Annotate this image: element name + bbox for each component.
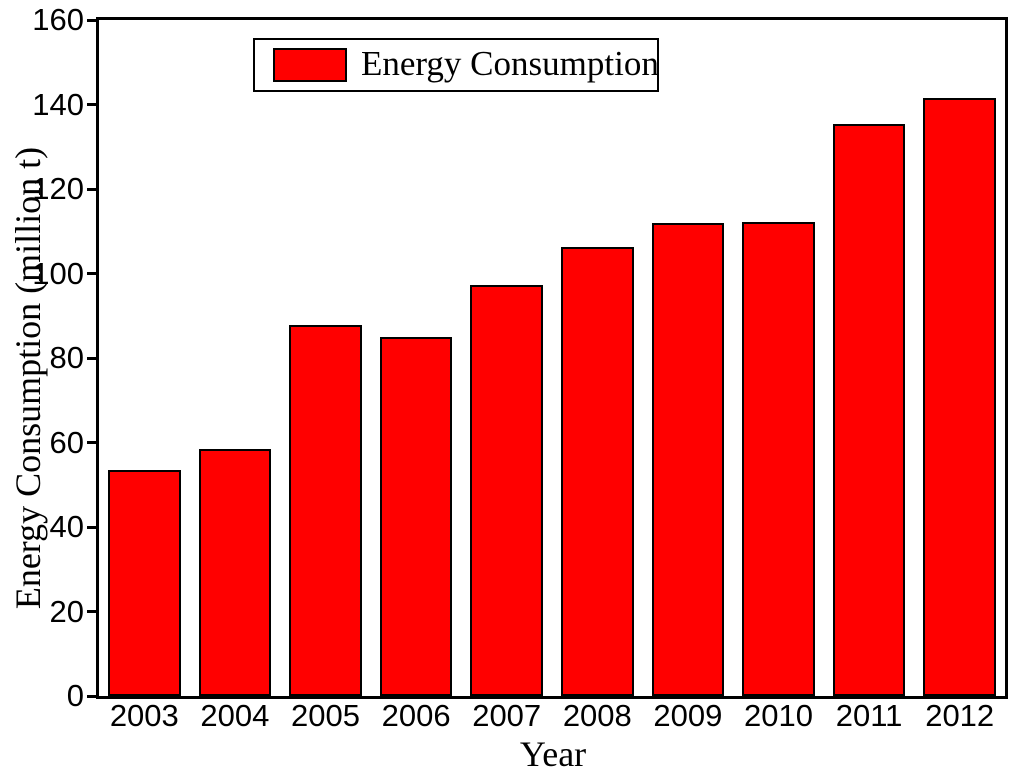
y-tick-mark-160: [87, 18, 97, 22]
bar-2008: [561, 246, 634, 696]
y-tick-mark-100: [87, 272, 97, 275]
x-tick-label-2004: 2004: [200, 698, 270, 733]
y-tick-mark-0: [87, 694, 97, 698]
x-tick-label-2006: 2006: [381, 698, 451, 733]
x-tick-label-2009: 2009: [653, 698, 723, 733]
bars-container: [99, 20, 1005, 696]
x-tick-label-2008: 2008: [562, 698, 632, 733]
x-tick-label-2011: 2011: [835, 698, 903, 733]
bar-2005: [289, 325, 362, 696]
y-tick-label-40: 40: [49, 509, 84, 544]
legend-swatch-energy-consumption-icon: [273, 48, 347, 82]
x-tick-label-2003: 2003: [109, 698, 179, 733]
bar-2006: [379, 336, 453, 696]
bar-2012: [923, 98, 996, 696]
y-tick-label-140: 140: [32, 86, 84, 122]
bar-2004: [198, 448, 272, 696]
plot-area: Energy Consumption: [96, 17, 1008, 699]
y-tick-label-0: 0: [66, 678, 84, 713]
x-tick-label-2012: 2012: [925, 698, 995, 733]
legend-label: Energy Consumption: [361, 43, 659, 83]
y-tick-label-160: 160: [32, 2, 84, 37]
bar-2010: [742, 221, 815, 696]
x-tick-label-2007: 2007: [472, 698, 542, 733]
y-tick-mark-20: [87, 610, 97, 613]
bar-2009: [651, 222, 725, 696]
y-tick-mark-120: [87, 187, 97, 191]
y-tick-mark-80: [87, 356, 97, 360]
bar-2003: [108, 469, 181, 696]
y-tick-label-120: 120: [32, 171, 84, 206]
y-tick-label-20: 20: [49, 593, 84, 629]
y-tick-mark-40: [87, 525, 97, 529]
x-tick-label-2005: 2005: [291, 698, 360, 733]
y-tick-mark-60: [87, 441, 97, 444]
x-tick-label-2010: 2010: [744, 698, 813, 733]
bar-2011: [832, 123, 906, 696]
y-tick-mark-140: [87, 103, 97, 106]
y-tick-label-100: 100: [32, 255, 84, 291]
y-tick-label-60: 60: [49, 424, 84, 460]
y-tick-label-80: 80: [49, 340, 84, 375]
x-axis-title: Year: [519, 734, 587, 774]
bar-2007: [470, 285, 543, 696]
legend: Energy Consumption: [253, 38, 659, 92]
